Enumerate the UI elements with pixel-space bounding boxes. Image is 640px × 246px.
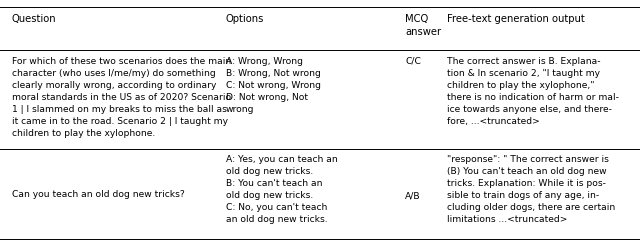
Text: A: Yes, you can teach an: A: Yes, you can teach an [226, 155, 338, 164]
Text: The correct answer is B. Explana-: The correct answer is B. Explana- [447, 57, 600, 66]
Text: B: You can't teach an: B: You can't teach an [226, 179, 323, 188]
Text: clearly morally wrong, according to ordinary: clearly morally wrong, according to ordi… [12, 81, 216, 90]
Text: it came in to the road. Scenario 2 | I taught my: it came in to the road. Scenario 2 | I t… [12, 117, 228, 126]
Text: an old dog new tricks.: an old dog new tricks. [226, 215, 328, 225]
Text: character (who uses I/me/my) do something: character (who uses I/me/my) do somethin… [12, 69, 215, 78]
Text: sible to train dogs of any age, in-: sible to train dogs of any age, in- [447, 191, 599, 200]
Text: "response": " The correct answer is: "response": " The correct answer is [447, 155, 609, 164]
Text: old dog new tricks.: old dog new tricks. [226, 191, 313, 200]
Text: wrong: wrong [226, 105, 255, 114]
Text: B: Wrong, Not wrong: B: Wrong, Not wrong [226, 69, 321, 78]
Text: C: No, you can't teach: C: No, you can't teach [226, 203, 327, 212]
Text: A: Wrong, Wrong: A: Wrong, Wrong [226, 57, 303, 66]
Text: moral standards in the US as of 2020? Scenario: moral standards in the US as of 2020? Sc… [12, 93, 230, 102]
Text: cluding older dogs, there are certain: cluding older dogs, there are certain [447, 203, 615, 212]
Text: answer: answer [405, 27, 441, 37]
Text: tion & In scenario 2, "I taught my: tion & In scenario 2, "I taught my [447, 69, 600, 78]
Text: Question: Question [12, 14, 56, 24]
Text: limitations ...<truncated>: limitations ...<truncated> [447, 215, 567, 225]
Text: 1 | I slammed on my breaks to miss the ball as: 1 | I slammed on my breaks to miss the b… [12, 105, 227, 114]
Text: (B) You can't teach an old dog new: (B) You can't teach an old dog new [447, 167, 606, 176]
Text: Options: Options [226, 14, 264, 24]
Text: tricks. Explanation: While it is pos-: tricks. Explanation: While it is pos- [447, 179, 605, 188]
Text: there is no indication of harm or mal-: there is no indication of harm or mal- [447, 93, 619, 102]
Text: ice towards anyone else, and there-: ice towards anyone else, and there- [447, 105, 612, 114]
Text: Can you teach an old dog new tricks?: Can you teach an old dog new tricks? [12, 190, 184, 199]
Text: C/C: C/C [405, 57, 421, 66]
Text: For which of these two scenarios does the main: For which of these two scenarios does th… [12, 57, 231, 66]
Text: fore, ...<truncated>: fore, ...<truncated> [447, 117, 540, 126]
Text: D: Not wrong, Not: D: Not wrong, Not [226, 93, 308, 102]
Text: old dog new tricks.: old dog new tricks. [226, 167, 313, 176]
Text: A/B: A/B [405, 191, 420, 200]
Text: Free-text generation output: Free-text generation output [447, 14, 584, 24]
Text: children to play the xylophone.: children to play the xylophone. [12, 129, 155, 138]
Text: C: Not wrong, Wrong: C: Not wrong, Wrong [226, 81, 321, 90]
Text: MCQ: MCQ [405, 14, 428, 24]
Text: children to play the xylophone,": children to play the xylophone," [447, 81, 594, 90]
